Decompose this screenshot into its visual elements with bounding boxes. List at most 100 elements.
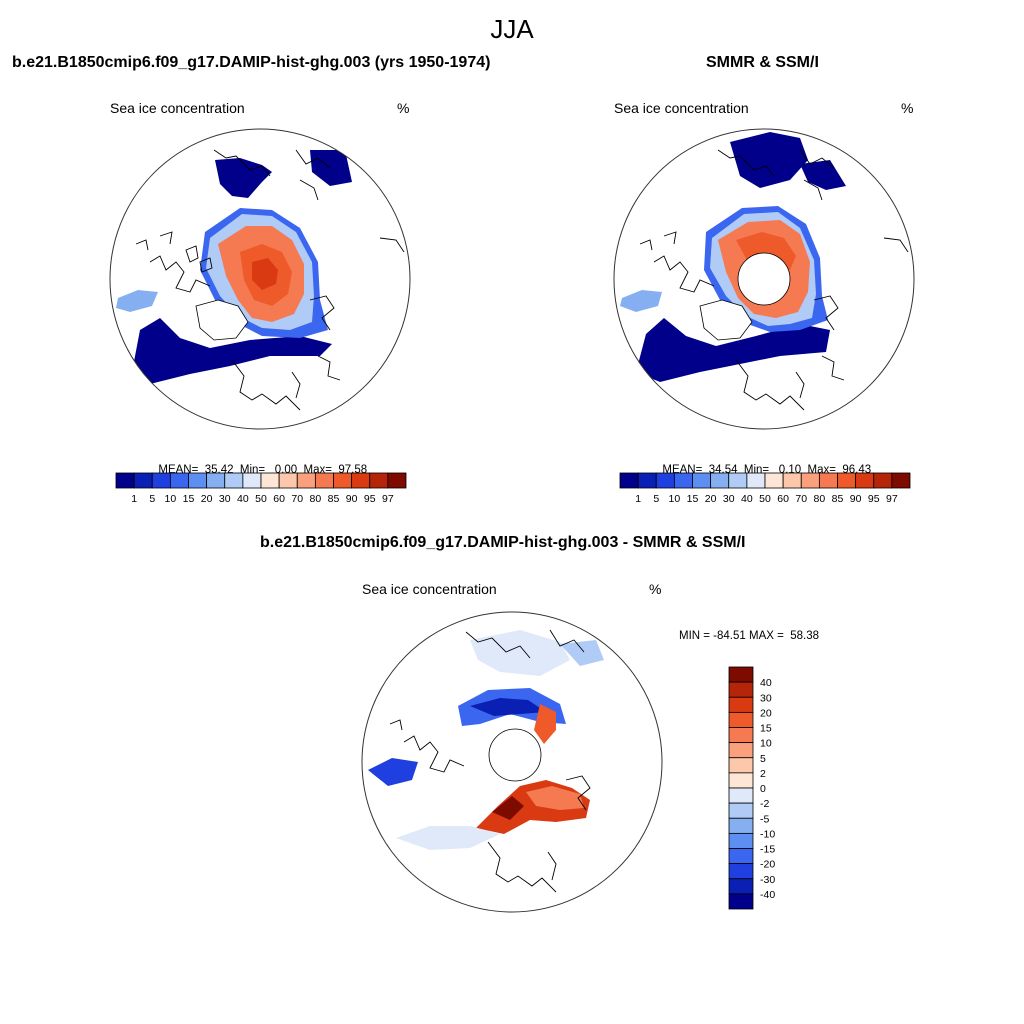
model-colorbar-tick: 40 — [237, 493, 249, 505]
obs-land-patch — [699, 299, 753, 341]
obs-colorbar-tick: 90 — [850, 493, 862, 505]
model-ice-ne-band — [310, 150, 352, 186]
obs-colorbar-tick: 1 — [635, 493, 641, 505]
model-colorbar-tick: 50 — [255, 493, 267, 505]
diff-units-label: % — [649, 581, 662, 597]
obs-colorbar-box — [673, 472, 693, 489]
obs-coast-alaska — [813, 237, 909, 331]
diff-map-boundary — [361, 611, 663, 913]
obs-ice-atlantic-band — [730, 132, 808, 188]
model-colorbar-tick: 1 — [131, 493, 137, 505]
diff-colorbar-tick: 10 — [760, 738, 772, 750]
diff-colorbar-box — [728, 696, 754, 713]
obs-coast-greenland — [717, 149, 835, 201]
model-map — [109, 128, 411, 430]
diff-variable-label: Sea ice concentration — [362, 581, 497, 597]
obs-ice-pacific-band — [636, 318, 830, 382]
model-colorbar-box — [133, 472, 153, 489]
model-colorbar-box — [314, 472, 334, 489]
diff-panel-title: b.e21.B1850cmip6.f09_g17.DAMIP-hist-ghg.… — [260, 534, 746, 551]
diff-orange-patch — [526, 786, 584, 810]
diff-coast-greenland — [465, 629, 585, 659]
obs-colorbar-box — [873, 472, 893, 489]
diff-coast-alaska — [565, 775, 591, 811]
diff-map — [361, 611, 663, 913]
model-colorbar-tick: 10 — [165, 493, 177, 505]
diff-blue-deep — [470, 698, 546, 716]
diff-colorbar-tick: -10 — [760, 828, 775, 840]
obs-pole-hole — [737, 252, 791, 306]
obs-colorbar-tick: 97 — [886, 493, 898, 505]
diff-colorbar-tick: -20 — [760, 859, 775, 871]
model-coast-alaska — [309, 237, 405, 331]
obs-panel-title: SMMR & SSM/I — [706, 54, 819, 71]
model-colorbar-tick: 97 — [382, 493, 394, 505]
diff-colorbar-box — [728, 681, 754, 698]
obs-colorbar-tick: 85 — [832, 493, 844, 505]
model-coast-canada — [135, 231, 211, 293]
obs-colorbar-box — [800, 472, 820, 489]
model-colorbar-tick: 95 — [364, 493, 376, 505]
obs-ice-hudson — [620, 290, 662, 312]
obs-colorbar-tick: 50 — [759, 493, 771, 505]
obs-colorbar-box — [619, 472, 639, 489]
diff-colorbar-box — [728, 893, 754, 910]
obs-colorbar-tick: 80 — [814, 493, 826, 505]
obs-units-label: % — [901, 100, 914, 116]
diff-colorbar-box — [728, 863, 754, 880]
model-colorbar-box — [369, 472, 389, 489]
model-colorbar-box — [242, 472, 262, 489]
obs-colorbar-box — [637, 472, 657, 489]
diff-colorbar-box — [728, 787, 754, 804]
model-map-boundary — [109, 128, 411, 430]
diff-pacific-light — [396, 826, 500, 850]
diff-colorbar-box — [728, 772, 754, 789]
model-ice-atlantic-band — [215, 158, 272, 198]
obs-colorbar-tick: 95 — [868, 493, 880, 505]
obs-colorbar-tick: 20 — [705, 493, 717, 505]
obs-colorbar-tick: 10 — [669, 493, 681, 505]
model-colorbar-box — [188, 472, 208, 489]
model-colorbar-box — [151, 472, 171, 489]
obs-colorbar-tick: 60 — [777, 493, 789, 505]
obs-colorbar-tick: 40 — [741, 493, 753, 505]
obs-colorbar-box — [692, 472, 712, 489]
diff-minmax: MIN = -84.51 MAX = 58.38 — [679, 630, 819, 642]
obs-map-boundary — [613, 128, 915, 430]
model-colorbar-tick: 15 — [183, 493, 195, 505]
diff-west-blue — [368, 758, 418, 786]
obs-coast-siberia — [735, 355, 845, 411]
model-colorbar-tick: 85 — [328, 493, 340, 505]
model-ice-hudson — [116, 290, 158, 312]
obs-colorbar: 1 5 10 15 20 30 40 50 60 70 80 85 90 95 97 — [619, 472, 911, 505]
diff-coast-canada — [389, 719, 465, 773]
diff-colorbar-box — [728, 742, 754, 759]
model-colorbar-box — [224, 472, 244, 489]
diff-colorbar-box — [728, 878, 754, 895]
diff-colorbar-box — [728, 757, 754, 774]
diff-east-red — [534, 704, 556, 744]
model-colorbar-box — [206, 472, 226, 489]
model-ice-dark-core — [252, 258, 278, 290]
model-colorbar-box — [115, 472, 135, 489]
obs-colorbar-tick: 70 — [795, 493, 807, 505]
diff-colorbar-tick: 40 — [760, 677, 772, 689]
model-colorbar-box — [387, 472, 407, 489]
diff-colorbar-tick: -30 — [760, 874, 775, 886]
model-panel-title: b.e21.B1850cmip6.f09_g17.DAMIP-hist-ghg.… — [12, 54, 491, 71]
model-variable-label: Sea ice concentration — [110, 100, 245, 116]
diff-colorbar-tick: 20 — [760, 707, 772, 719]
obs-colorbar-box — [855, 472, 875, 489]
diff-coast-siberia — [487, 841, 557, 893]
model-colorbar-tick: 60 — [273, 493, 285, 505]
diff-colorbar-box — [728, 727, 754, 744]
diff-colorbar-tick: -2 — [760, 798, 769, 810]
model-coast-greenland — [213, 149, 331, 201]
obs-colorbar-tick: 5 — [653, 493, 659, 505]
obs-colorbar-tick: 30 — [723, 493, 735, 505]
diff-colorbar-tick: -5 — [760, 813, 769, 825]
obs-colorbar-box — [746, 472, 766, 489]
diff-colorbar-tick: 2 — [760, 768, 766, 780]
